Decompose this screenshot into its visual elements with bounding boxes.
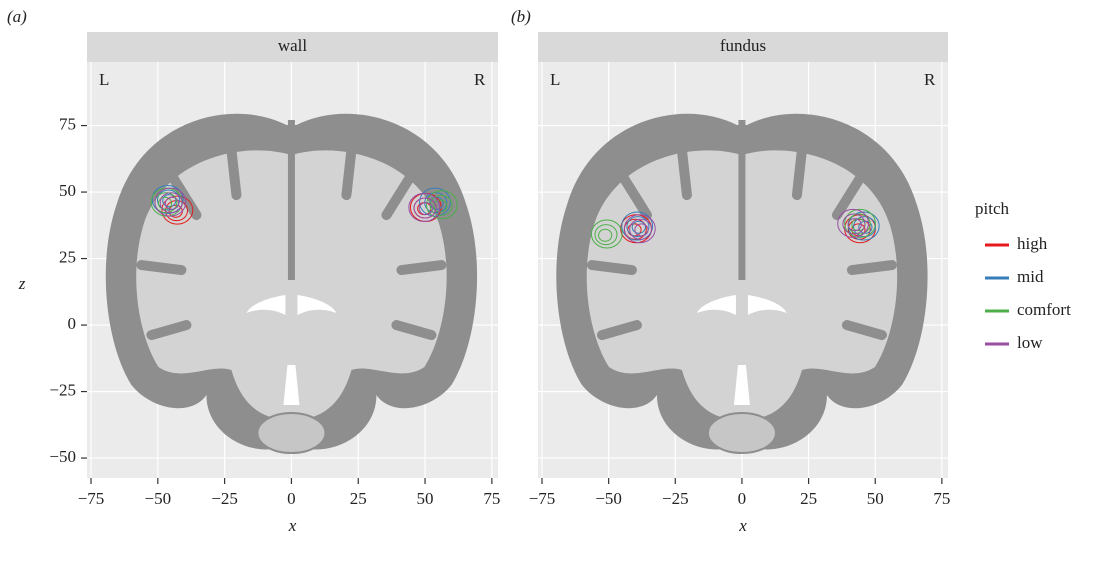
legend-label: mid [1017, 267, 1044, 286]
y-tick-label: 50 [59, 181, 76, 200]
legend-label: low [1017, 333, 1043, 352]
x-tick-label: 25 [800, 489, 817, 508]
x-tick-label: 50 [867, 489, 884, 508]
legend: pitch high mid comfort low [975, 199, 1071, 352]
side-label: L [99, 70, 109, 89]
side-label: L [550, 70, 560, 89]
x-tick-label: −25 [662, 489, 689, 508]
brain-image [556, 114, 927, 453]
y-axis-title: z [18, 274, 26, 293]
figure: (a) wall −75 −50 −25 0 25 50 75 −50 −25 0 25 50 75 L Rx z… [0, 0, 1096, 565]
legend-label: high [1017, 234, 1048, 253]
side-label: R [924, 70, 936, 89]
x-tick-label: −25 [211, 489, 238, 508]
strip-title: fundus [720, 36, 766, 55]
panel-label: (b) [511, 7, 531, 26]
y-tick-label: 25 [59, 247, 76, 266]
y-tick-label: −25 [49, 380, 76, 399]
legend-title: pitch [975, 199, 1009, 218]
y-tick-label: 75 [59, 114, 76, 133]
x-tick-label: −75 [78, 489, 105, 508]
x-tick-label: 75 [483, 489, 500, 508]
x-tick-label: −75 [529, 489, 556, 508]
side-label: R [474, 70, 486, 89]
x-tick-label: 25 [350, 489, 367, 508]
x-tick-label: 50 [417, 489, 434, 508]
x-axis-title: x [738, 516, 747, 535]
y-tick-label: 0 [68, 314, 77, 333]
y-tick-label: −50 [49, 447, 76, 466]
x-tick-label: −50 [145, 489, 172, 508]
brain-image [106, 114, 477, 453]
x-tick-label: 0 [738, 489, 747, 508]
panel: (b) fundus −75 −50 −25 0 25 50 75 L Rx [511, 7, 950, 535]
strip-title: wall [278, 36, 308, 55]
legend-label: comfort [1017, 300, 1071, 319]
panel-label: (a) [7, 7, 27, 26]
x-tick-label: 75 [933, 489, 950, 508]
x-axis-title: x [288, 516, 297, 535]
panel: (a) wall −75 −50 −25 0 25 50 75 −50 −25 0 25 50 75 L Rx z [7, 7, 500, 535]
x-tick-label: −50 [595, 489, 622, 508]
x-tick-label: 0 [287, 489, 296, 508]
